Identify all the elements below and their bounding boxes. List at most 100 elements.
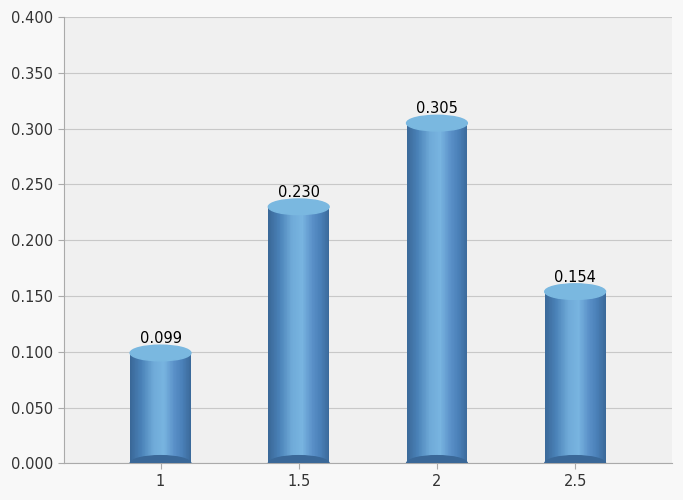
Bar <box>599 292 600 464</box>
Bar <box>415 123 416 464</box>
Bar <box>328 207 329 464</box>
Bar <box>441 123 443 464</box>
Bar <box>457 123 458 464</box>
Bar <box>575 292 576 464</box>
Bar <box>411 123 412 464</box>
Bar <box>567 292 568 464</box>
Bar <box>284 207 285 464</box>
Bar <box>137 353 138 464</box>
Bar <box>310 207 311 464</box>
Bar <box>596 292 597 464</box>
Bar <box>165 353 166 464</box>
Bar <box>180 353 181 464</box>
Bar <box>580 292 581 464</box>
Text: 0.230: 0.230 <box>278 185 320 200</box>
Bar <box>414 123 415 464</box>
Bar <box>440 123 441 464</box>
Bar <box>315 207 316 464</box>
Bar <box>413 123 414 464</box>
Bar <box>595 292 596 464</box>
Bar <box>150 353 151 464</box>
Bar <box>145 353 146 464</box>
Bar <box>443 123 444 464</box>
Ellipse shape <box>406 116 467 131</box>
Bar <box>303 207 304 464</box>
Bar <box>602 292 603 464</box>
Bar <box>448 123 449 464</box>
Bar <box>143 353 144 464</box>
Bar <box>279 207 280 464</box>
Bar <box>151 353 152 464</box>
Bar <box>556 292 557 464</box>
Bar <box>174 353 175 464</box>
Bar <box>464 123 465 464</box>
Bar <box>160 353 161 464</box>
Bar <box>430 123 431 464</box>
Bar <box>320 207 321 464</box>
Bar <box>432 123 433 464</box>
Bar <box>182 353 183 464</box>
Bar <box>153 353 154 464</box>
Bar <box>314 207 315 464</box>
Bar <box>426 123 427 464</box>
Bar <box>179 353 180 464</box>
Bar <box>141 353 142 464</box>
Bar <box>423 123 424 464</box>
Bar <box>269 207 270 464</box>
Bar <box>147 353 148 464</box>
Bar <box>295 207 296 464</box>
Bar <box>463 123 464 464</box>
Bar <box>140 353 141 464</box>
Bar <box>559 292 560 464</box>
Bar <box>166 353 167 464</box>
Bar <box>570 292 572 464</box>
Bar <box>272 207 273 464</box>
Bar <box>579 292 580 464</box>
Bar <box>299 207 301 464</box>
Ellipse shape <box>130 456 191 471</box>
Bar <box>274 207 275 464</box>
Bar <box>591 292 592 464</box>
Bar <box>462 123 463 464</box>
Bar <box>161 353 162 464</box>
Ellipse shape <box>545 456 606 471</box>
Bar <box>316 207 317 464</box>
Bar <box>561 292 562 464</box>
Bar <box>170 353 171 464</box>
Bar <box>290 207 291 464</box>
Bar <box>409 123 410 464</box>
Ellipse shape <box>545 284 606 300</box>
Bar <box>277 207 278 464</box>
Bar <box>158 353 159 464</box>
Bar <box>597 292 598 464</box>
Bar <box>459 123 460 464</box>
Bar <box>301 207 302 464</box>
Bar <box>446 123 447 464</box>
Bar <box>600 292 601 464</box>
Bar <box>574 292 575 464</box>
Bar <box>294 207 295 464</box>
Bar <box>592 292 593 464</box>
Bar <box>420 123 421 464</box>
Bar <box>576 292 577 464</box>
Bar <box>175 353 176 464</box>
Bar <box>326 207 327 464</box>
Bar <box>458 123 459 464</box>
Bar <box>553 292 554 464</box>
Bar <box>421 123 423 464</box>
Bar <box>185 353 186 464</box>
Bar <box>169 353 170 464</box>
Bar <box>453 123 454 464</box>
Bar <box>425 123 426 464</box>
Bar <box>154 353 155 464</box>
Bar <box>557 292 559 464</box>
Bar <box>313 207 314 464</box>
Bar <box>444 123 445 464</box>
Bar <box>424 123 425 464</box>
Bar <box>324 207 325 464</box>
Bar <box>281 207 282 464</box>
Ellipse shape <box>268 199 329 214</box>
Bar <box>319 207 320 464</box>
Bar <box>434 123 436 464</box>
Bar <box>407 123 408 464</box>
